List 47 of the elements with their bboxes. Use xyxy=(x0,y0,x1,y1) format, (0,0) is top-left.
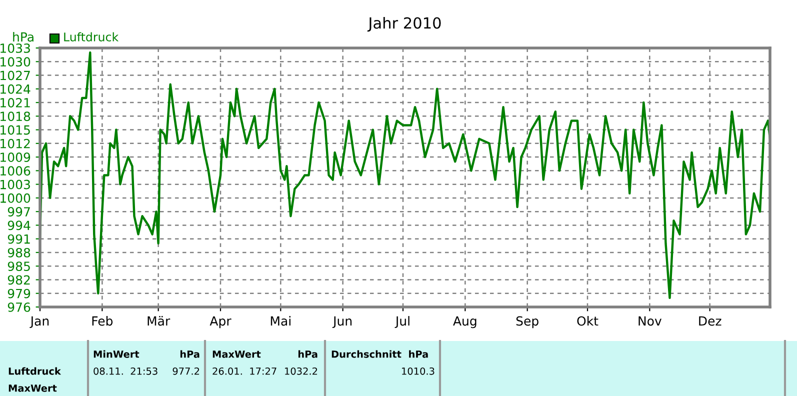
y-tick-label: 979 xyxy=(8,288,30,298)
y-tick-label: 982 xyxy=(8,275,30,285)
y-tick-label: 1009 xyxy=(0,152,30,162)
y-axis-title: hPa xyxy=(13,32,34,42)
x-tick-label: Sep xyxy=(516,316,538,328)
y-tick-label: 976 xyxy=(8,302,30,312)
y-tick-label: 1003 xyxy=(0,180,30,190)
y-tick-label: 997 xyxy=(8,207,30,217)
y-tick-label: 1006 xyxy=(0,166,30,176)
text: 1010.3 xyxy=(402,367,434,375)
y-tick-label: 988 xyxy=(8,248,30,258)
text: 1032.2 xyxy=(285,367,318,375)
y-tick-label: 1018 xyxy=(0,112,30,122)
x-tick-label: Mai xyxy=(270,316,290,326)
y-tick-label: 1024 xyxy=(0,84,30,94)
y-tick-label: 1012 xyxy=(0,138,30,148)
text: hPa xyxy=(180,350,200,358)
x-tick-label: Dez xyxy=(699,316,722,326)
x-tick-label: Apr xyxy=(210,316,232,328)
y-tick-label: 1000 xyxy=(0,193,30,203)
chart-title: Jahr 2010 xyxy=(367,16,441,32)
y-tick-label: 1021 xyxy=(0,98,30,108)
text: Luftdruck xyxy=(8,367,62,375)
text: hPa xyxy=(298,350,318,358)
text: MaxWert xyxy=(212,350,261,358)
x-tick-label: Jan xyxy=(30,316,49,328)
text: 26.01. 17:27 xyxy=(212,367,276,375)
legend-label: Luftdruck xyxy=(64,32,119,42)
x-tick-label: Jul xyxy=(394,316,410,328)
y-tick-label: 991 xyxy=(8,234,30,244)
y-tick-label: 1015 xyxy=(0,125,30,135)
y-tick-label: 1030 xyxy=(0,57,30,67)
text: Durchschnitt hPa xyxy=(332,350,428,358)
x-tick-label: Mär xyxy=(148,316,170,326)
y-tick-label: 985 xyxy=(8,262,30,272)
text: MinWert xyxy=(94,350,140,358)
text: 08.11. 21:53 xyxy=(94,367,158,375)
x-tick-label: Aug xyxy=(453,316,476,328)
y-tick-label: 1027 xyxy=(0,70,30,80)
x-tick-label: Feb xyxy=(92,316,113,326)
y-tick-label: 1033 xyxy=(0,43,30,53)
y-tick-label: 994 xyxy=(8,220,30,230)
text: 977.2 xyxy=(172,367,200,375)
x-tick-label: Nov xyxy=(638,316,662,326)
text: MaxWert xyxy=(8,384,57,392)
x-tick-label: Okt xyxy=(577,316,598,326)
x-tick-label: Jun xyxy=(332,316,352,328)
